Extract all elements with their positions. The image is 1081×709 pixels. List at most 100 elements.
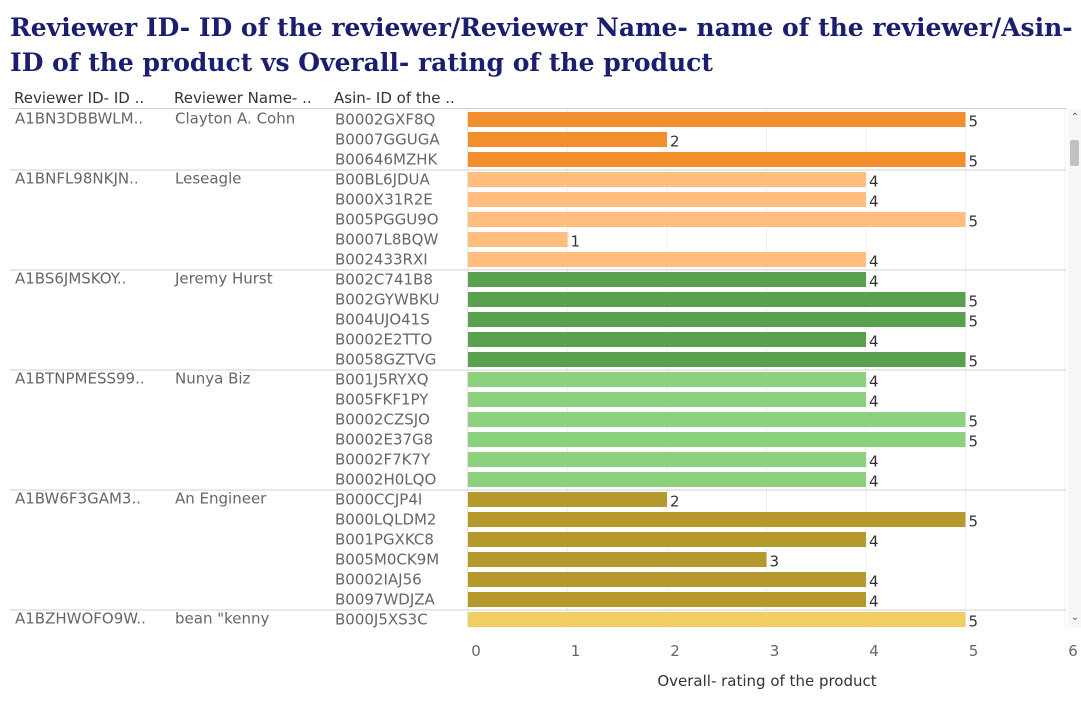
asin-label: B001PGXKC8 bbox=[335, 531, 434, 549]
bar-value-label: 5 bbox=[969, 433, 979, 451]
reviewer-name-label: bean "kenny bbox=[175, 610, 270, 628]
rating-bar[interactable] bbox=[468, 212, 966, 227]
rating-bar[interactable] bbox=[468, 292, 966, 307]
reviewer-id-label: A1BN3DBBWLM.. bbox=[15, 110, 143, 128]
reviewer-name-label: Leseagle bbox=[175, 170, 241, 188]
x-tick-label: 1 bbox=[571, 642, 581, 660]
bar-value-label: 5 bbox=[969, 413, 979, 431]
x-tick-label: 3 bbox=[770, 642, 780, 660]
asin-label: B002GYWBKU bbox=[335, 291, 440, 309]
asin-label: B0002CZSJO bbox=[335, 411, 430, 429]
bar-value-label: 4 bbox=[869, 373, 879, 391]
asin-label: B002C741B8 bbox=[335, 271, 433, 289]
asin-label: B0097WDJZA bbox=[335, 591, 436, 609]
asin-label: B00646MZHK bbox=[335, 151, 439, 169]
rating-bar[interactable] bbox=[468, 432, 966, 447]
asin-label: B0002F7K7Y bbox=[335, 451, 431, 469]
rating-bar[interactable] bbox=[468, 132, 667, 147]
bar-value-label: 5 bbox=[969, 613, 979, 631]
rating-bar[interactable] bbox=[468, 352, 966, 367]
bar-value-label: 4 bbox=[869, 593, 879, 611]
bar-value-label: 4 bbox=[869, 533, 879, 551]
rating-bar[interactable] bbox=[468, 372, 866, 387]
bar-value-label: 4 bbox=[869, 393, 879, 411]
bar-value-label: 1 bbox=[571, 233, 581, 251]
reviewer-id-label: A1BNFL98NKJN.. bbox=[15, 170, 139, 188]
asin-label: B002433RXI bbox=[335, 251, 428, 269]
vertical-scrollbar[interactable] bbox=[1068, 109, 1081, 628]
bar-value-label: 4 bbox=[869, 453, 879, 471]
rating-bar[interactable] bbox=[468, 232, 568, 247]
column-header-reviewer-id[interactable]: Reviewer ID- ID .. bbox=[14, 89, 145, 107]
bar-value-label: 4 bbox=[869, 193, 879, 211]
bar-value-label: 5 bbox=[969, 313, 979, 331]
asin-label: B0007L8BQW bbox=[335, 231, 438, 249]
x-tick-label: 6 bbox=[1068, 642, 1078, 660]
reviewer-name-label: An Engineer bbox=[175, 490, 267, 508]
bar-value-label: 4 bbox=[869, 273, 879, 291]
bar-value-label: 5 bbox=[969, 153, 979, 171]
rating-bar[interactable] bbox=[468, 592, 866, 607]
chart-title: Reviewer ID- ID of the reviewer/Reviewer… bbox=[10, 13, 1073, 77]
scrollbar-thumb[interactable] bbox=[1070, 140, 1079, 166]
rating-bar[interactable] bbox=[468, 152, 966, 167]
bar-value-label: 3 bbox=[770, 553, 780, 571]
asin-label: B00BL6JDUA bbox=[335, 171, 431, 189]
rating-bar[interactable] bbox=[468, 312, 966, 327]
rating-bar[interactable] bbox=[468, 532, 866, 547]
bar-value-label: 2 bbox=[670, 133, 680, 151]
rating-bar[interactable] bbox=[468, 192, 866, 207]
x-axis-title: Overall- rating of the product bbox=[657, 672, 877, 690]
reviewer-id-label: A1BTNPMESS99.. bbox=[15, 370, 145, 388]
rating-bar[interactable] bbox=[468, 392, 866, 407]
bar-value-label: 4 bbox=[869, 253, 879, 271]
reviewer-name-label: Jeremy Hurst bbox=[174, 270, 273, 288]
asin-label: B000CCJP4I bbox=[335, 491, 422, 509]
bar-value-label: 4 bbox=[869, 473, 879, 491]
reviewer-id-label: A1BZHWOFO9W.. bbox=[15, 610, 146, 628]
reviewer-id-label: A1BW6F3GAM3.. bbox=[15, 490, 141, 508]
scroll-up-arrow-icon[interactable]: ⌃ bbox=[1070, 112, 1080, 123]
column-header-asin[interactable]: Asin- ID of the .. bbox=[334, 89, 455, 107]
x-tick-label: 2 bbox=[670, 642, 680, 660]
reviewer-name-label: Clayton A. Cohn bbox=[175, 110, 295, 128]
rating-bar[interactable] bbox=[468, 452, 866, 467]
x-tick-label: 4 bbox=[869, 642, 879, 660]
rating-bar[interactable] bbox=[468, 552, 767, 567]
bar-value-label: 5 bbox=[969, 293, 979, 311]
rating-bar[interactable] bbox=[468, 472, 866, 487]
rating-bar[interactable] bbox=[468, 172, 866, 187]
asin-label: B000LQLDM2 bbox=[335, 511, 436, 529]
column-header-reviewer-name[interactable]: Reviewer Name- .. bbox=[174, 89, 312, 107]
asin-label: B000J5XS3C bbox=[335, 611, 428, 629]
rating-bar[interactable] bbox=[468, 112, 966, 127]
scroll-down-arrow-icon[interactable]: ⌄ bbox=[1070, 612, 1080, 623]
bar-value-label: 4 bbox=[869, 333, 879, 351]
reviewer-name-label: Nunya Biz bbox=[175, 370, 251, 388]
bar-value-label: 5 bbox=[969, 213, 979, 231]
asin-label: B000X31R2E bbox=[335, 191, 433, 209]
asin-label: B0058GZTVG bbox=[335, 351, 436, 369]
asin-label: B0002H0LQO bbox=[335, 471, 436, 489]
rating-bar[interactable] bbox=[468, 332, 866, 347]
asin-label: B0002GXF8Q bbox=[335, 111, 435, 129]
asin-label: B0002E37G8 bbox=[335, 431, 433, 449]
asin-label: B004UJO41S bbox=[335, 311, 430, 329]
rating-bar[interactable] bbox=[468, 612, 966, 627]
rating-bar[interactable] bbox=[468, 512, 966, 527]
reviewer-id-label: A1BS6JMSKOY.. bbox=[15, 270, 126, 288]
asin-label: B0002IAJ56 bbox=[335, 571, 422, 589]
asin-label: B001J5RYXQ bbox=[335, 371, 429, 389]
x-tick-label: 5 bbox=[969, 642, 979, 660]
asin-label: B005M0CK9M bbox=[335, 551, 439, 569]
rating-bar[interactable] bbox=[468, 492, 667, 507]
asin-label: B005FKF1PY bbox=[335, 391, 429, 409]
rating-bar[interactable] bbox=[468, 252, 866, 267]
bar-rows: A1BN3DBBWLM.. Clayton A. Cohn B0002GXF8Q 5 B… bbox=[10, 110, 1066, 631]
rating-bar[interactable] bbox=[468, 272, 866, 287]
asin-label: B0002E2TTO bbox=[335, 331, 432, 349]
rating-bar[interactable] bbox=[468, 572, 866, 587]
bar-value-label: 4 bbox=[869, 573, 879, 591]
rating-bar[interactable] bbox=[468, 412, 966, 427]
